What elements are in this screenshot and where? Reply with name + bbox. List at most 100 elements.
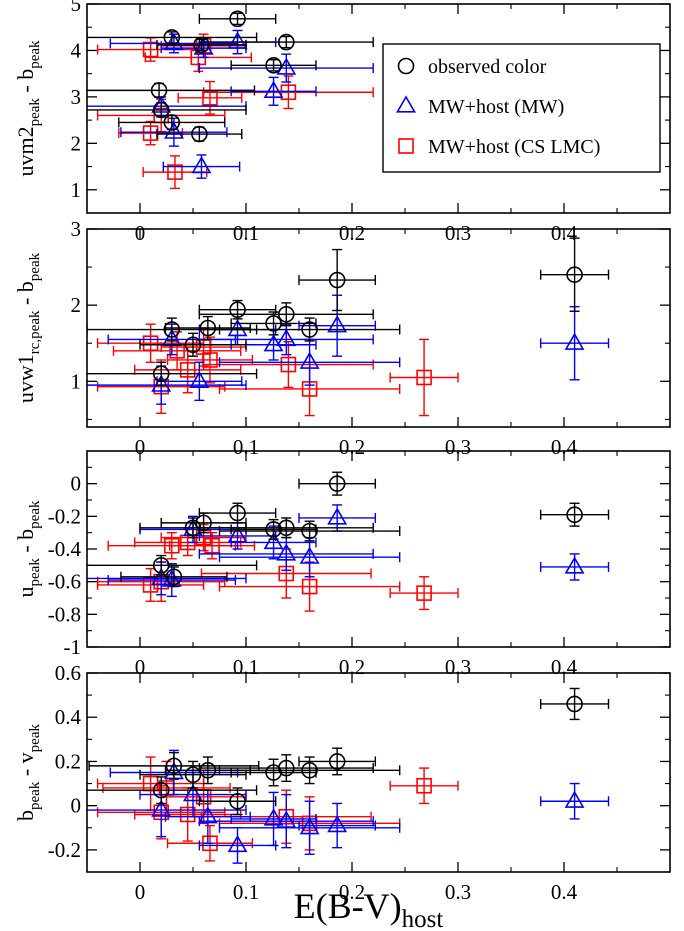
legend-box	[382, 43, 661, 173]
square-marker	[280, 356, 297, 373]
circle-marker	[277, 519, 295, 537]
triangle-marker	[299, 817, 320, 835]
circle-marker	[328, 753, 346, 770]
triangle-point-4	[198, 53, 374, 83]
circle-point-7	[198, 517, 374, 539]
plot-frame	[86, 450, 671, 648]
triangle-marker	[564, 556, 585, 574]
y-tick-label: -0.8	[48, 602, 81, 626]
legend-label: MW+host (CS LMC)	[428, 136, 600, 158]
y-tick-label: 1	[71, 178, 82, 202]
triangle-point-5	[230, 76, 317, 106]
y-axis-label: uvw1rc,peak - bpeak	[13, 252, 43, 403]
triangle-marker	[263, 531, 284, 550]
circle-point-1	[539, 237, 610, 312]
triangle-marker	[227, 834, 248, 853]
square-point-5	[133, 787, 242, 842]
circle-point-2	[298, 248, 377, 312]
x-tick-label: 0.3	[445, 880, 471, 904]
triangle-marker	[327, 315, 348, 333]
circle-marker	[566, 266, 583, 283]
y-tick-label: 5	[71, 0, 82, 16]
y-tick-label: -1	[64, 635, 82, 659]
triangle-point-8	[298, 802, 377, 849]
circle-marker	[301, 522, 318, 540]
square-point-7	[389, 338, 459, 417]
square-marker	[167, 164, 183, 180]
triangle-point-9	[218, 800, 401, 856]
triangle-marker	[164, 121, 184, 139]
triangle-point-3	[539, 782, 610, 820]
circle-marker	[150, 82, 168, 99]
circle-point-9	[139, 332, 247, 357]
square-marker	[280, 84, 297, 101]
square-point-4	[166, 336, 254, 384]
y-tick-label: 3	[71, 217, 82, 241]
circle-point-9	[87, 776, 258, 805]
square-point-8	[96, 567, 205, 602]
series-triangle	[87, 29, 374, 179]
triangle-marker	[183, 783, 203, 802]
circle-marker	[152, 781, 170, 799]
y-tick-label: 0.4	[55, 705, 82, 729]
circle-marker	[265, 521, 282, 538]
circle-point-1	[539, 687, 610, 721]
circle-marker	[277, 305, 295, 323]
triangle-point-6	[230, 791, 317, 847]
triangle-marker	[263, 334, 284, 352]
circle-marker	[195, 514, 212, 532]
circle-marker	[152, 557, 170, 574]
circle-marker	[328, 271, 346, 289]
circle-point-3	[539, 502, 610, 527]
triangle-marker	[564, 332, 585, 350]
series-triangle	[87, 504, 610, 598]
circle-point-7	[164, 315, 251, 341]
triangle-point-7	[539, 553, 610, 581]
square-marker	[301, 578, 318, 595]
circle-marker	[229, 504, 246, 522]
circle-marker	[163, 114, 181, 131]
x-tick-label: 0	[135, 880, 146, 904]
series-circle	[87, 471, 610, 588]
y-tick-label: 2	[71, 293, 82, 317]
legend-label: observed color	[428, 56, 547, 78]
circle-point-4	[198, 302, 374, 327]
x-axis-label: E(B-V)host	[294, 886, 444, 931]
circle-point-8	[118, 114, 226, 131]
circle-point-8	[218, 520, 401, 542]
y-tick-label: -0.4	[48, 537, 82, 561]
plot-frame	[86, 3, 671, 214]
panel-1-data	[87, 10, 374, 190]
circle-point-6	[164, 756, 251, 785]
triangle-point-8	[156, 361, 243, 402]
circle-legend-icon	[397, 57, 415, 75]
triangle-marker	[263, 808, 284, 826]
circle-marker	[163, 321, 181, 338]
y-tick-label: 0	[71, 472, 82, 496]
circle-marker	[199, 761, 217, 779]
square-legend-icon	[398, 138, 414, 154]
y-tick-label: 0	[71, 794, 82, 818]
triangle-marker	[299, 351, 320, 369]
square-marker	[169, 343, 185, 359]
panel-3-data	[87, 471, 610, 612]
series-square	[96, 323, 459, 417]
legend-entry-square: MW+host (CS LMC)	[398, 136, 600, 158]
circle-point-10	[120, 566, 228, 588]
x-tick-label: 0.1	[233, 880, 259, 904]
series-circle	[87, 237, 610, 386]
circle-marker	[199, 319, 217, 337]
circle-marker	[229, 792, 246, 810]
triangle-marker	[151, 799, 172, 817]
x-tick-label: 0	[135, 435, 146, 459]
triangle-marker	[276, 810, 297, 828]
triangle-point-7	[198, 793, 374, 849]
triangle-marker	[263, 80, 284, 98]
legend-entry-circle: observed color	[397, 56, 547, 78]
circle-marker	[265, 764, 282, 781]
circle-marker	[191, 125, 208, 143]
square-point-9	[389, 576, 459, 611]
circle-marker	[184, 766, 202, 784]
